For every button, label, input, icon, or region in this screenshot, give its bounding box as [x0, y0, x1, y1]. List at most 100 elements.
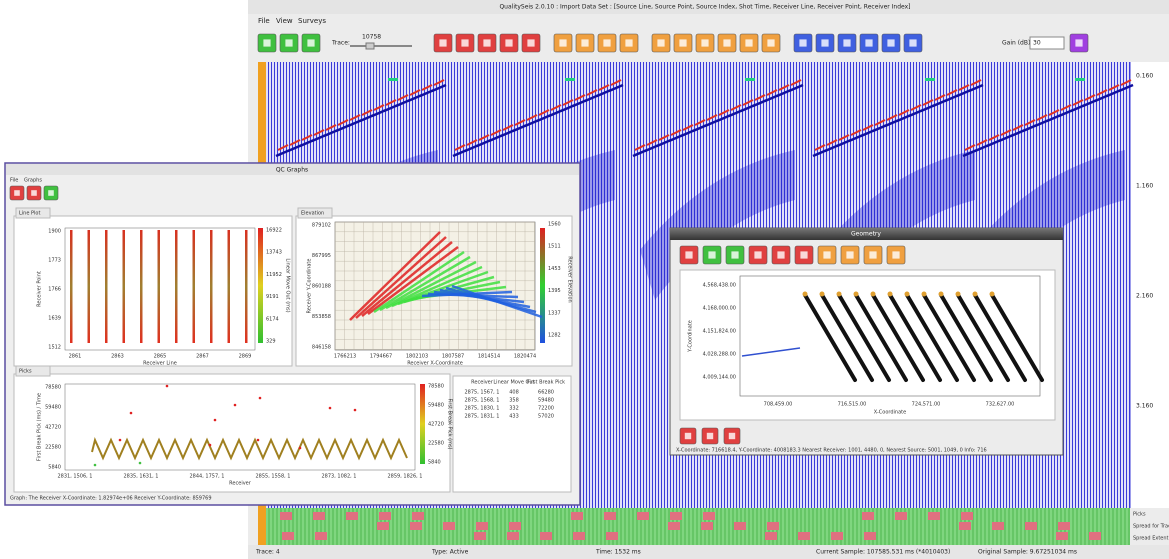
spread-block	[1025, 522, 1037, 530]
wiggle	[500, 128, 516, 138]
spread-block	[668, 522, 680, 530]
button-glyph	[559, 39, 567, 47]
button-glyph	[701, 39, 709, 47]
x-tick-label: 724,571.00	[912, 402, 941, 408]
receiver-line	[245, 230, 248, 343]
x-tick-label: 708,459.00	[764, 402, 793, 408]
colorbar-label: Linear Move Out (ms)	[285, 258, 291, 312]
spread-block	[992, 522, 1004, 530]
wiggle	[896, 113, 912, 123]
x-tick-label: 2865	[154, 354, 167, 360]
wiggle	[407, 93, 423, 103]
menu-item[interactable]: File	[258, 17, 270, 25]
x-tick-label: 2861	[69, 354, 82, 360]
receiver-line	[854, 293, 908, 382]
first-break	[397, 94, 409, 101]
x-axis-label: Receiver Line	[143, 361, 177, 367]
y-axis-label: Y-Coordinate	[688, 320, 694, 353]
receiver-line	[175, 230, 178, 343]
y-tick-label: 4,168,000.00	[703, 306, 736, 312]
tab[interactable]	[15, 207, 51, 219]
x-tick-label: 2831, 1506, 1	[58, 474, 93, 480]
first-break	[514, 119, 526, 126]
first-break	[898, 109, 910, 116]
spread-block	[410, 522, 422, 530]
button-glyph	[767, 39, 775, 47]
menu-item[interactable]: View	[276, 17, 293, 25]
first-break	[754, 94, 766, 101]
spread-block	[474, 532, 486, 540]
legend-entry: Picks	[1133, 512, 1146, 518]
wiggle	[1070, 103, 1086, 113]
spread-block	[670, 512, 682, 520]
first-break	[1120, 79, 1132, 86]
wiggle	[464, 143, 480, 153]
menu-item[interactable]: Surveys	[298, 17, 326, 25]
time-tick-label: 2.160	[1136, 293, 1153, 300]
first-break	[790, 79, 802, 86]
button-glyph	[865, 39, 873, 47]
status-text: Graph: The Receiver X-Coordinate: 1.8297…	[10, 496, 212, 502]
spread-block	[509, 522, 521, 530]
spread-block	[412, 512, 424, 520]
y-tick-label: 1766	[48, 287, 61, 293]
wiggle	[275, 148, 291, 158]
spread-block	[476, 522, 488, 530]
slider-knob[interactable]	[365, 42, 375, 50]
spread-block	[895, 512, 907, 520]
button-glyph	[887, 39, 895, 47]
first-break	[742, 99, 754, 106]
menu-item[interactable]: File	[10, 178, 18, 184]
table-cell: 2875, 1830, 1	[465, 406, 500, 412]
pick-point	[258, 396, 262, 400]
wiggle	[704, 118, 720, 128]
first-break	[1096, 89, 1108, 96]
receiver-line	[210, 230, 213, 343]
menu-item[interactable]: Graphs	[24, 178, 42, 184]
table-cell: 358	[509, 398, 519, 404]
window-title: QC Graphs	[276, 167, 308, 174]
tab[interactable]	[297, 207, 333, 219]
first-break	[970, 79, 982, 86]
picks-line	[91, 436, 408, 461]
x-tick-label: 2867	[196, 354, 209, 360]
line-cap	[921, 291, 927, 297]
colorbar-tick: 1337	[548, 310, 561, 316]
tab[interactable]	[15, 365, 51, 377]
line-cap	[802, 291, 808, 297]
pick-point	[353, 408, 357, 412]
first-break	[814, 144, 826, 151]
first-break	[862, 124, 874, 131]
wiggle	[596, 88, 612, 98]
wiggle	[812, 148, 828, 158]
status-field: Current Sample: 107585.531 ms (*4010403)	[816, 549, 950, 556]
first-break	[706, 114, 718, 121]
first-break	[526, 114, 538, 121]
button-glyph	[754, 251, 762, 259]
wiggle	[431, 83, 447, 93]
button-glyph	[708, 251, 716, 259]
button-glyph	[657, 39, 665, 47]
button-glyph	[1075, 39, 1083, 47]
wiggle	[560, 103, 576, 113]
first-break	[910, 104, 922, 111]
wiggle	[1034, 118, 1050, 128]
table-header: Linear Move Out	[493, 380, 534, 386]
colorbar-tick: 42720	[428, 422, 444, 428]
wiggle	[788, 83, 804, 93]
first-break	[670, 129, 682, 136]
y-tick-label: 22580	[45, 445, 61, 451]
wiggle	[644, 143, 660, 153]
pick-point	[129, 411, 133, 415]
gain-input[interactable]	[1029, 36, 1065, 50]
line-cap	[904, 291, 910, 297]
time-tick-label: 1.160	[1136, 183, 1153, 190]
status-field: Time: 1532 ms	[595, 549, 641, 556]
y-axis-label: Receiver Point	[37, 271, 43, 307]
pick-point	[256, 438, 260, 442]
colorbar-tick: 6174	[266, 316, 279, 322]
first-break	[1072, 99, 1084, 106]
y-tick-label: 5840	[48, 465, 61, 471]
receiver-line	[227, 230, 230, 343]
colorbar-tick: 1453	[548, 266, 561, 272]
